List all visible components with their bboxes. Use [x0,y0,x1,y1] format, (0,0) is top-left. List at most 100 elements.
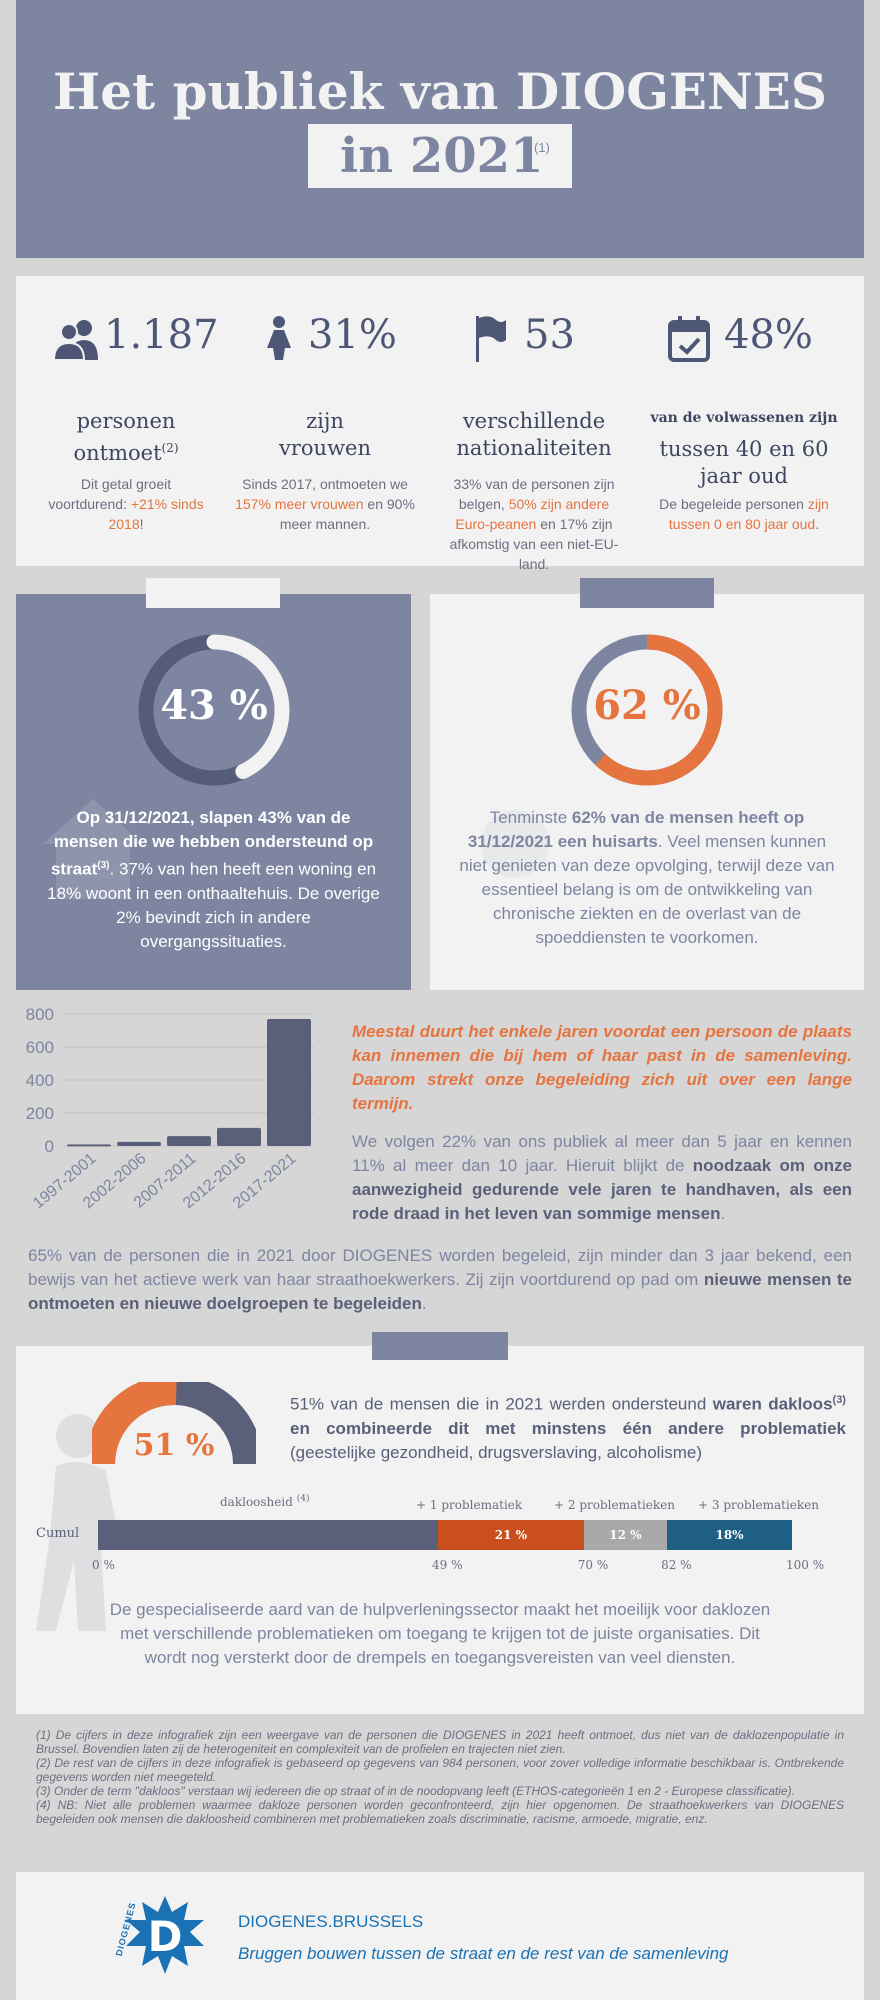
page-title: Het publiek van DIOGENES [53,62,827,121]
stat-women-body-a: Sinds 2017, ontmoeten we [242,476,408,492]
stat-nationalities-body-b: en 17% zijn afkomstig van een niet-EU-la… [449,516,619,572]
street-card-tab [146,578,280,608]
footnote-4: (4) NB: Niet alle problemen waarmee dakl… [36,1798,844,1826]
person-silhouette-icon [26,1386,136,1641]
segment-label-2: + 2 problematieken [554,1498,675,1512]
duration-text-a: We volgen 22% van ons publiek al meer da… [352,1132,852,1175]
doctor-card: 62 % Tenminste 62% van de mensen heeft o… [430,578,864,990]
segment-label-homeless-sup: (4) [296,1494,310,1504]
street-donut-label: 43 % [160,682,268,729]
cumul-tick: 82 % [661,1558,692,1572]
stat-women-body: Sinds 2017, ontmoeten we 157% meer vrouw… [230,474,420,534]
stat-women-title-b: vrouwen [279,436,371,460]
stacked-bar-segment [98,1520,439,1550]
chart-y-tick: 600 [26,1038,54,1057]
doctor-card-tab [580,578,714,608]
woman-icon [266,316,292,365]
stat-age-title-a: tussen 40 en 60 [659,437,829,461]
cumul-tick: 49 % [432,1558,463,1572]
stat-people-title: personen ontmoet(2) [36,408,216,467]
problems-gauge-label: 51 % [133,1428,215,1463]
chart-bar [67,1144,111,1147]
problems-card: 51 % 51% van de mensen die in 2021 werde… [16,1332,864,1714]
footer: D DIOGENES DIOGENES.BRUSSELS Bruggen bou… [16,1872,864,2000]
doctor-donut: 62 % [567,630,727,790]
problems-card-tab [372,1332,508,1360]
segment-label-3: + 3 problematieken [698,1498,819,1512]
chart-y-tick: 400 [26,1071,54,1090]
street-text-sup: (3) [97,860,110,871]
header-banner: Het publiek van DIOGENES in 2021 (1) [16,0,864,258]
footer-tagline: Bruggen bouwen tussen de straat en de re… [238,1944,729,1963]
duration-text-bold: noodzaak om onze aanwezigheid gedurende … [352,1156,853,1223]
duration-bar-chart: 80060040020001997-20012002-20062007-2011… [26,1005,314,1212]
diogenes-logo-letter: D [147,1912,183,1961]
stat-age-body-b: . [815,516,820,532]
title-year: in 2021 [340,128,544,184]
problems-text-bold1: waren dakloos [712,1394,833,1414]
stat-age-title: tussen 40 en 60 jaar oud [644,436,844,490]
footnote-1: (1) De cijfers in deze infografiek zijn … [36,1728,844,1756]
chart-bar [267,1018,311,1146]
duration-text-b: . [720,1204,726,1223]
stat-nationalities-title-a: verschillende [462,409,606,433]
problems-text-bold2: en combineerde dit met minstens één ande… [290,1418,846,1438]
calendar-icon [668,316,710,367]
duration-text: We volgen 22% van ons publiek al meer da… [352,1130,852,1226]
stat-women-title: zijn vrouwen [230,408,420,462]
duration-highlight: Meestal duurt het enkele jaren voordat e… [352,1022,852,1113]
footnote-3: (3) Onder de term "dakloos" verstaan wij… [36,1784,795,1798]
stat-age-body: De begeleide personen zijn tussen 0 en 8… [654,494,834,534]
stacked-bar-segment: 12 % [583,1520,668,1550]
problems-conclusion: De gespecialiseerde aard van de hulpverl… [109,1600,771,1667]
stat-people-body-a: Dit getal groeit voortdurend: [48,476,172,512]
stat-age-body-a: De begeleide personen [659,496,808,512]
new-people-text-b: . [421,1294,427,1313]
street-text-rest: . 37% van hen heeft een woning en 18% wo… [47,859,380,951]
stat-women-value: 31% [308,312,397,358]
diogenes-logo: D DIOGENES [114,1890,210,1980]
stat-women-body-b: en 90% meer mannen. [279,496,415,532]
doctor-text-rest: . Veel mensen kunnen niet genieten van d… [459,832,835,947]
cumul-ticks: 0 % 49 % 70 % 82 % 100 % [92,1558,824,1576]
chart-y-tick: 0 [45,1137,54,1156]
new-people-text: 65% van de personen die in 2021 door DIO… [28,1244,852,1316]
house-icon [38,794,148,909]
stethoscope-icon [470,804,560,899]
doctor-text-bold: 62% van de mensen heeft op 31/12/2021 ee… [467,808,805,851]
stat-people-body-highlight: +21% sinds 2018 [108,496,204,532]
stacked-bar-segment: 18% [667,1520,792,1550]
stacked-bar: 21 % 12 % 18% [98,1520,792,1550]
duration-chart: 800 600 400 200 0 1997-2001 2002-2006 2007-2011… [16,1000,326,1230]
stat-people-body-b: ! [139,516,144,532]
stat-nationalities-value: 53 [524,312,575,358]
chart-y-tick: 200 [26,1104,54,1123]
doctor-text-a: Tenminste [489,808,572,827]
footnotes: (1) De cijfers in deze infografiek zijn … [36,1728,844,1826]
footer-site-link[interactable]: DIOGENES.BRUSSELS [238,1912,424,1931]
cumul-label: Cumul [36,1526,80,1541]
stat-women-body-highlight: 157% meer vrouwen [235,496,364,512]
new-people-text-a: 65% van de personen die in 2021 door DIO… [28,1246,852,1289]
stat-nationalities-title: verschillende nationaliteiten [434,408,634,462]
stat-age-value: 48% [724,312,813,358]
stat-age-title-small: van de volwassenen zijn [650,410,838,426]
title-footnote-ref: (1) [534,140,550,155]
street-text: Op 31/12/2021, slapen 43% van de mensen … [46,806,381,954]
flag-icon [476,316,506,367]
new-people-text-bold: nieuwe mensen te ontmoeten en nieuwe doe… [28,1270,853,1313]
chart-bar [217,1127,261,1146]
stat-people-body: Dit getal groeit voortdurend: +21% sinds… [46,474,206,534]
chart-bar [117,1141,161,1146]
chart-y-tick: 800 [26,1005,54,1024]
stat-people-title-b: ontmoet [73,441,162,465]
stat-nationalities-body-a: 33% van de personen zijn belgen, [453,476,615,512]
cumul-tick: 70 % [577,1558,609,1572]
problems-text-a: 51% van de mensen die in 2021 werden ond… [290,1394,713,1414]
stat-people-title-a: personen [76,409,176,433]
segment-label-1: + 1 problematiek [416,1498,523,1512]
stat-people-title-sup: (2) [161,441,179,455]
problems-text: 51% van de mensen die in 2021 werden ond… [290,1388,846,1465]
stat-nationalities-body: 33% van de personen zijn belgen, 50% zij… [446,474,622,574]
cumul-tick: 100 % [786,1558,825,1572]
